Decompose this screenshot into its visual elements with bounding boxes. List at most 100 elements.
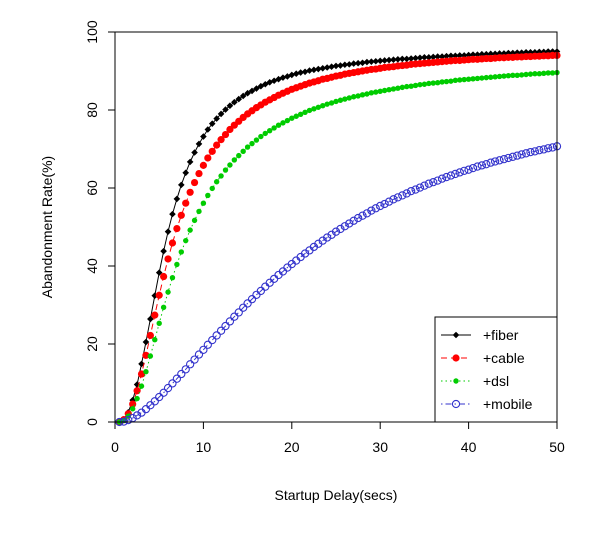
data-point: [173, 195, 181, 203]
data-point: [372, 57, 380, 65]
data-point: [275, 122, 282, 128]
data-point: [526, 147, 535, 157]
data-point: [389, 195, 398, 204]
data-point: [226, 102, 234, 110]
data-point: [490, 157, 500, 166]
data-point: [194, 350, 204, 359]
data-point: [164, 228, 172, 235]
data-point: [408, 83, 414, 89]
data-point: [446, 171, 456, 180]
data-point: [384, 197, 394, 206]
data-point: [240, 148, 246, 155]
series-line-mobile: [119, 145, 558, 423]
data-point: [216, 326, 226, 335]
legend-marker: [452, 331, 460, 339]
data-point: [530, 147, 540, 156]
data-point: [535, 146, 544, 155]
data-point: [199, 345, 208, 354]
y-axis-label: Abandonment Rate(%): [39, 156, 55, 298]
data-point: [155, 269, 163, 276]
data-point: [280, 120, 286, 126]
data-point: [505, 72, 512, 79]
data-point: [464, 165, 473, 174]
data-point: [152, 337, 158, 343]
data-point: [403, 55, 411, 63]
data-point: [540, 48, 548, 56]
data-point: [517, 150, 526, 159]
data-point: [513, 151, 522, 160]
data-point: [359, 92, 366, 98]
data-point: [315, 65, 322, 73]
data-point: [499, 154, 509, 164]
data-point: [147, 315, 154, 323]
data-point: [349, 216, 358, 225]
data-point: [253, 137, 260, 143]
data-point: [425, 54, 433, 61]
data-point: [243, 299, 252, 308]
data-point: [177, 369, 186, 379]
data-point: [395, 85, 401, 91]
data-point: [279, 74, 287, 81]
data-point: [342, 96, 348, 102]
y-tick-label: 0: [84, 418, 100, 426]
data-point: [447, 52, 455, 60]
data-point: [420, 181, 429, 190]
data-point: [271, 125, 277, 131]
data-point: [486, 158, 495, 167]
data-point: [222, 167, 229, 173]
data-point: [399, 84, 405, 91]
data-point: [492, 74, 498, 80]
legend-marker: [452, 354, 460, 362]
data-point: [390, 56, 397, 63]
data-point: [385, 56, 393, 64]
data-point: [208, 147, 216, 155]
series-dsl: [116, 69, 560, 425]
data-point: [536, 71, 543, 77]
data-point: [407, 55, 415, 62]
data-point: [456, 52, 464, 59]
data-point: [160, 247, 167, 255]
legend-marker: [451, 399, 461, 409]
data-point: [236, 152, 242, 159]
data-point: [191, 217, 198, 224]
data-point: [182, 169, 190, 177]
data-point: [350, 94, 357, 100]
data-point: [404, 83, 410, 90]
data-point: [465, 76, 472, 82]
y-tick-label: 20: [84, 336, 100, 352]
data-point: [239, 92, 247, 100]
data-point: [265, 278, 274, 287]
data-point: [488, 74, 494, 80]
data-point: [455, 168, 464, 177]
data-point: [258, 133, 264, 140]
data-point: [421, 81, 428, 87]
data-point: [244, 89, 251, 97]
data-point: [323, 64, 331, 71]
data-point: [386, 87, 392, 93]
data-point: [160, 272, 168, 281]
data-point: [244, 144, 251, 150]
y-tick-label: 40: [84, 258, 100, 274]
data-point: [187, 227, 193, 233]
data-point: [393, 193, 403, 202]
data-point: [426, 80, 432, 87]
data-point: [406, 186, 416, 196]
x-tick-label: 40: [461, 439, 477, 455]
data-point: [429, 53, 437, 61]
data-point: [544, 144, 553, 153]
data-point: [203, 340, 212, 349]
data-point: [518, 72, 525, 78]
series-line-dsl: [119, 72, 558, 423]
data-point: [288, 71, 296, 79]
data-point: [514, 72, 520, 78]
data-point: [297, 69, 304, 76]
data-point: [159, 388, 168, 397]
data-point: [195, 169, 203, 178]
data-point: [267, 127, 273, 134]
data-point: [164, 255, 172, 263]
data-point: [468, 163, 478, 173]
data-point: [521, 149, 531, 158]
data-point: [439, 79, 445, 85]
data-point: [333, 98, 339, 105]
data-point: [225, 317, 235, 326]
